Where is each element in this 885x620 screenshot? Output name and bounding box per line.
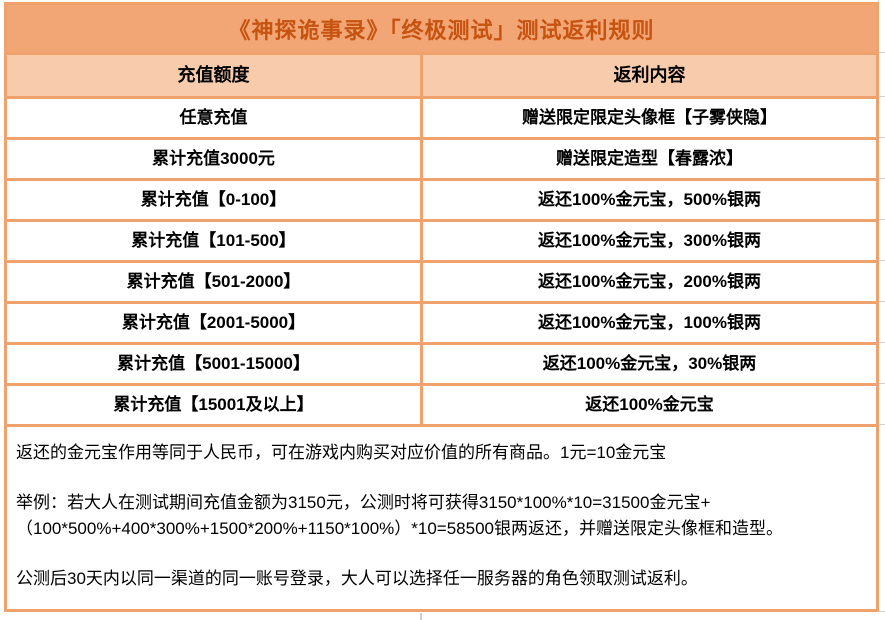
note-paragraph: 返还的金元宝作用等同于人民币，可在游戏内购买对应价值的所有商品。1元=10金元宝 xyxy=(16,440,867,466)
table-title: 《神探诡事录》「终极测试」测试返利规则 xyxy=(7,5,876,52)
table-row: 累计充值【5001-15000】 返还100%金元宝，30%银两 xyxy=(7,342,876,383)
table-row: 累计充值【101-500】 返还100%金元宝，300%银两 xyxy=(7,219,876,260)
gridline-stub-right xyxy=(879,137,885,138)
note-line: （100*500%+400*300%+1500*200%+1150*100%）*… xyxy=(16,519,783,538)
note-paragraph: 举例：若大人在测试期间充值金额为3150元，公测时将可获得3150*100%*1… xyxy=(16,490,867,542)
table-row: 累计充值【15001及以上】 返还100%金元宝 xyxy=(7,383,876,424)
gridline-stub-right-edge xyxy=(878,0,879,2)
recharge-tier-cell: 任意充值 xyxy=(179,107,248,127)
rebate-content-cell: 赠送限定限定头像框【子雾侠隐】 xyxy=(420,99,876,137)
rebate-content-cell: 返还100%金元宝，100%银两 xyxy=(420,304,876,342)
rebate-content-cell: 返还100%金元宝 xyxy=(420,386,876,424)
note-paragraph: 公测后30天内以同一渠道的同一账号登录，大人可以选择任一服务器的角色领取测试返利… xyxy=(16,566,867,592)
recharge-tier-cell: 累计充值【2001-5000】 xyxy=(121,312,306,332)
table-header-row: 充值额度 返利内容 xyxy=(7,52,876,96)
gridline-stub-right xyxy=(879,611,885,612)
rebate-content-cell: 赠送限定造型【春露浓】 xyxy=(420,140,876,178)
rebate-rules-table: 《神探诡事录》「终极测试」测试返利规则 充值额度 返利内容 任意充值 赠送限定限… xyxy=(4,2,879,612)
table-row: 任意充值 赠送限定限定头像框【子雾侠隐】 xyxy=(7,96,876,137)
gridline-stub-right xyxy=(879,219,885,220)
header-recharge-amount: 充值额度 xyxy=(177,64,250,85)
gridline-stub-bottom xyxy=(420,613,422,620)
recharge-tier-cell: 累计充值【501-2000】 xyxy=(126,271,301,291)
notes-section: 返还的金元宝作用等同于人民币，可在游戏内购买对应价值的所有商品。1元=10金元宝… xyxy=(7,424,876,609)
gridline-stub-right xyxy=(879,383,885,384)
rebate-content-cell: 返还100%金元宝，500%银两 xyxy=(420,181,876,219)
table-row: 累计充值3000元 赠送限定造型【春露浓】 xyxy=(7,137,876,178)
recharge-tier-cell: 累计充值【0-100】 xyxy=(140,189,287,209)
gridline-stub-right xyxy=(879,52,885,53)
gridline-stub-right xyxy=(879,424,885,425)
rebate-content-cell: 返还100%金元宝，200%银两 xyxy=(420,263,876,301)
gridline-stub-right xyxy=(879,301,885,302)
header-rebate-content: 返利内容 xyxy=(420,55,876,96)
table-row: 累计充值【501-2000】 返还100%金元宝，200%银两 xyxy=(7,260,876,301)
table-row: 累计充值【2001-5000】 返还100%金元宝，100%银两 xyxy=(7,301,876,342)
gridline-stub-right xyxy=(879,96,885,97)
recharge-tier-cell: 累计充值【15001及以上】 xyxy=(113,394,314,414)
rebate-content-cell: 返还100%金元宝，300%银两 xyxy=(420,222,876,260)
note-line: 返还的金元宝作用等同于人民币，可在游戏内购买对应价值的所有商品。1元=10金元宝 xyxy=(16,443,667,462)
rebate-content-cell: 返还100%金元宝，30%银两 xyxy=(420,345,876,383)
gridline-stub-right xyxy=(879,178,885,179)
note-line: 举例：若大人在测试期间充值金额为3150元，公测时将可获得3150*100%*1… xyxy=(16,493,711,512)
recharge-tier-cell: 累计充值【101-500】 xyxy=(131,230,296,250)
table-row: 累计充值【0-100】 返还100%金元宝，500%银两 xyxy=(7,178,876,219)
gridline-stub-right xyxy=(879,342,885,343)
recharge-tier-cell: 累计充值【5001-15000】 xyxy=(117,353,310,373)
note-line: 公测后30天内以同一渠道的同一账号登录，大人可以选择任一服务器的角色领取测试返利… xyxy=(16,569,698,588)
recharge-tier-cell: 累计充值3000元 xyxy=(152,148,275,168)
gridline-stub-right xyxy=(879,260,885,261)
